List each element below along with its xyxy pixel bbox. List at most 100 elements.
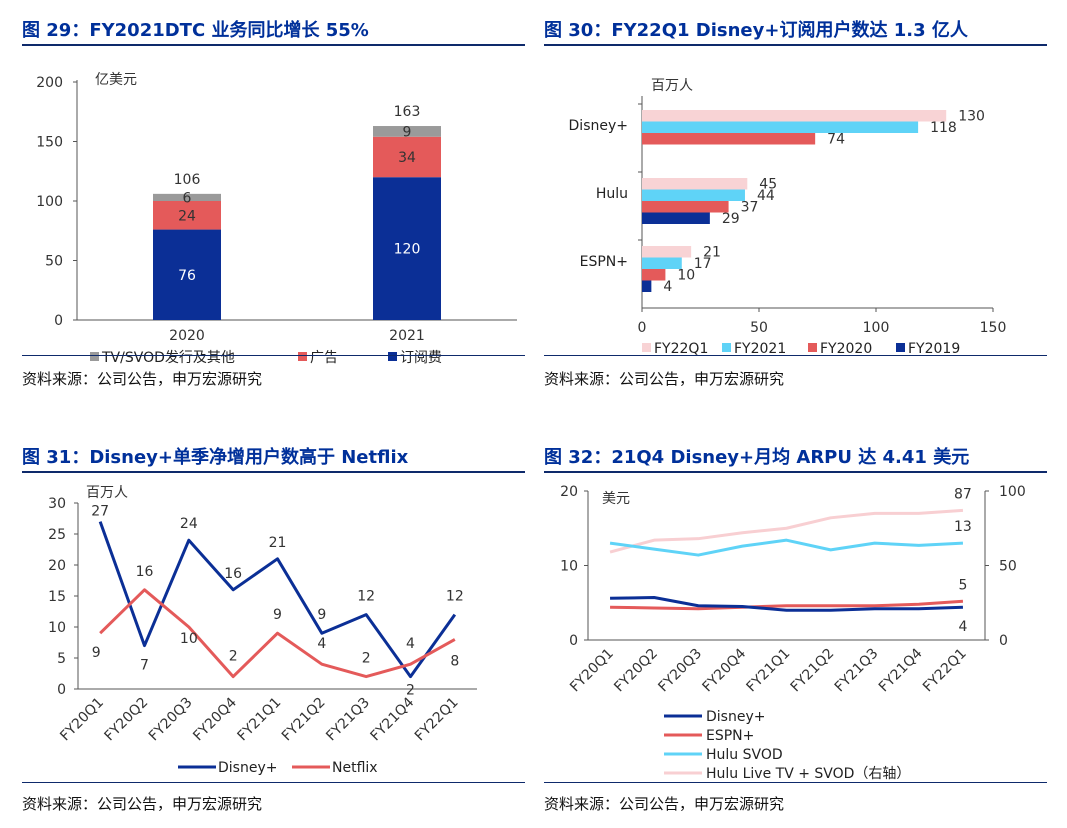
y-tick-label-right: 0	[999, 633, 1008, 649]
chart-title-fig31: 图 31：Disney+单季净增用户数高于 Netflix	[22, 445, 525, 473]
y-tick-label: 50	[45, 254, 63, 270]
unit-label: 百万人	[651, 78, 693, 94]
chart-title-fig29: 图 29：FY2021DTC 业务同比增长 55%	[22, 18, 525, 46]
end-label: 5	[958, 577, 967, 593]
data-label: 37	[741, 200, 759, 216]
data-label: 21	[703, 245, 721, 261]
x-tick-label: 100	[863, 320, 890, 336]
y-tick-label: 15	[48, 589, 66, 605]
legend-label: Disney+	[706, 709, 765, 725]
source-note: 资料来源：公司公告，申万宏源研究	[22, 795, 263, 813]
data-label-netflix: 16	[136, 564, 154, 580]
chart-fig31: 051015202530百万人2772416219122129161029424…	[48, 485, 477, 776]
y-tick-label: 0	[57, 682, 66, 698]
bar	[642, 189, 745, 201]
data-label: 76	[178, 268, 196, 284]
data-label: 74	[827, 132, 845, 148]
series-line	[610, 599, 964, 611]
x-tick-label: FY20Q1	[57, 695, 107, 745]
x-tick-label: FY20Q4	[190, 694, 240, 744]
source-note: 资料来源：公司公告，申万宏源研究	[544, 370, 785, 388]
source-note: 资料来源：公司公告，申万宏源研究	[544, 795, 785, 813]
data-label: 6	[183, 190, 192, 206]
chart-title-fig32: 图 32：21Q4 Disney+月均 ARPU 达 4.41 美元	[544, 445, 1047, 473]
data-label: 17	[694, 256, 712, 272]
y-tick-label-left: 0	[569, 633, 578, 649]
legend-swatch	[642, 343, 651, 352]
series-line-netflix	[99, 588, 456, 679]
y-tick-label-right: 100	[999, 484, 1026, 500]
legend-label: FY2020	[820, 341, 872, 357]
data-label-disney: 7	[140, 658, 149, 674]
x-tick-label: FY21Q1	[235, 695, 285, 745]
x-tick-label: FY21Q4	[876, 645, 926, 695]
data-label-netflix: 4	[317, 636, 326, 652]
y-tick-label: 30	[48, 496, 66, 512]
data-label-disney: 24	[180, 516, 198, 532]
bar	[642, 121, 919, 133]
series-line-disney-	[98, 521, 457, 679]
data-label-netflix: 4	[406, 636, 415, 652]
chart-title-fig30: 图 30：FY22Q1 Disney+订阅用户数达 1.3 亿人	[544, 18, 1047, 46]
x-tick-label: FY20Q2	[102, 695, 152, 745]
bar-segment	[153, 229, 221, 320]
x-tick-label: FY21Q3	[323, 695, 373, 745]
unit-label: 美元	[602, 491, 630, 507]
legend-label: Disney+	[218, 760, 277, 776]
x-tick-label: 0	[638, 320, 647, 336]
bar-segment	[373, 136, 441, 178]
x-tick-label: FY20Q4	[699, 645, 749, 695]
end-label: 87	[954, 486, 972, 502]
data-label-netflix: 9	[273, 607, 282, 623]
data-label: 29	[722, 211, 740, 227]
unit-label: 亿美元	[95, 72, 137, 88]
bar	[642, 280, 652, 292]
x-tick-label: FY21Q2	[788, 646, 838, 696]
legend-label: Hulu Live TV + SVOD（右轴）	[706, 766, 910, 782]
chart-fig29: 0 50 100 150 200 亿美元 76 24 6 106 2020 120 34 9 163 2021…	[36, 72, 517, 366]
legend-swatch	[388, 352, 397, 361]
series-line	[609, 538, 964, 557]
divider	[544, 355, 1047, 356]
legend-label: FY2021	[734, 341, 786, 357]
bar	[642, 212, 710, 224]
bar	[642, 110, 947, 122]
legend-swatch	[896, 343, 905, 352]
bar	[642, 201, 729, 213]
data-label: 120	[394, 242, 421, 258]
data-label: 130	[958, 109, 985, 125]
total-label: 163	[394, 104, 421, 120]
data-label-netflix: 2	[362, 651, 371, 667]
unit-label: 百万人	[86, 485, 128, 501]
legend-swatch	[722, 343, 731, 352]
legend-label: TV/SVOD发行及其他	[101, 350, 235, 366]
bar-segment	[153, 201, 221, 230]
data-label-netflix: 8	[450, 653, 459, 669]
divider	[544, 782, 1047, 783]
x-tick-label: FY22Q1	[920, 646, 970, 696]
bar-segment	[153, 193, 221, 201]
data-label-netflix: 2	[229, 649, 238, 665]
y-tick-label: 0	[54, 313, 63, 329]
x-tick-label: FY21Q2	[279, 695, 329, 745]
legend-swatch	[90, 352, 99, 361]
data-label-disney: 9	[317, 607, 326, 623]
category-label: Hulu	[596, 186, 628, 202]
bar	[642, 257, 682, 269]
x-tick-label: FY21Q4	[368, 694, 418, 744]
divider	[22, 355, 525, 356]
data-label: 10	[677, 268, 695, 284]
category-label: ESPN+	[580, 254, 628, 270]
legend-label: Netflix	[332, 760, 378, 776]
bar	[642, 133, 816, 145]
data-label: 34	[398, 150, 416, 166]
chart-fig32: 01020050100美元451387FY20Q1FY20Q2FY20Q3FY2…	[560, 484, 1026, 782]
end-label: 13	[954, 519, 972, 535]
data-label-disney: 27	[91, 504, 109, 520]
x-tick-label: FY20Q1	[567, 646, 617, 696]
bar	[642, 246, 692, 258]
y-tick-label: 150	[36, 135, 63, 151]
legend-label: Hulu SVOD	[706, 747, 783, 763]
divider	[22, 782, 525, 783]
bar-segment	[373, 177, 441, 320]
